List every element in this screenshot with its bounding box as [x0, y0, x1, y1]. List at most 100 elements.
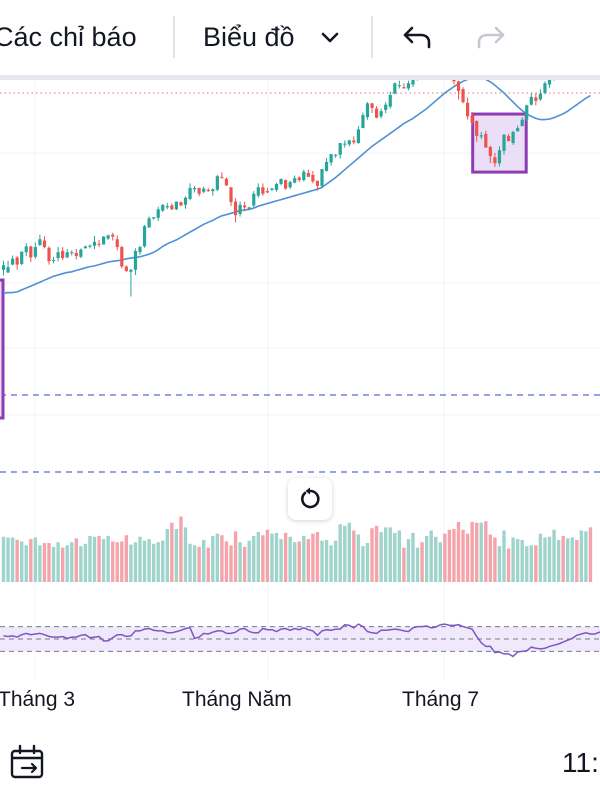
- x-axis: Tháng 3 Tháng Năm Tháng 7: [0, 688, 479, 711]
- volume-bar: [151, 543, 156, 582]
- candle: [397, 80, 401, 89]
- redo-icon[interactable]: [474, 20, 508, 54]
- volume-bar: [520, 539, 524, 582]
- volume-bar: [402, 547, 406, 582]
- volume-bar: [302, 535, 306, 582]
- volume-bar: [566, 538, 570, 582]
- volume-bar: [224, 541, 229, 582]
- candle: [220, 172, 224, 179]
- volume-bar: [434, 536, 438, 582]
- candle-body: [547, 80, 552, 85]
- candle-body: [129, 269, 133, 272]
- candle: [206, 187, 210, 192]
- candle: [274, 182, 279, 192]
- candle: [11, 255, 15, 266]
- candle: [115, 235, 119, 251]
- candle: [111, 232, 115, 241]
- candle-body: [170, 205, 174, 210]
- volume-bar: [129, 544, 133, 582]
- volume-bar: [202, 539, 206, 582]
- volume-bar: [215, 533, 220, 582]
- candle: [475, 120, 479, 142]
- candle-body: [384, 104, 388, 110]
- volume-bar: [211, 535, 215, 582]
- volume-bar: [197, 546, 201, 582]
- candle: [106, 234, 110, 240]
- candle-body: [42, 240, 47, 248]
- reset-chart-button[interactable]: [288, 478, 332, 520]
- candle-body: [211, 189, 215, 192]
- candle-body: [356, 129, 360, 144]
- candle: [42, 236, 47, 249]
- candle-body: [1, 265, 6, 270]
- candle-body: [56, 252, 60, 259]
- candle-body: [466, 102, 470, 117]
- candle-body: [29, 246, 33, 258]
- candle-body: [6, 267, 10, 273]
- candle-body: [97, 243, 101, 245]
- candle-body: [493, 157, 497, 164]
- candle: [365, 102, 370, 120]
- candle: [402, 83, 406, 89]
- candle: [288, 180, 292, 190]
- candle: [338, 143, 342, 159]
- candle: [284, 179, 288, 190]
- candle: [229, 187, 233, 207]
- volume-bar: [97, 535, 101, 582]
- volume-bar: [438, 542, 442, 582]
- chevron-down-icon[interactable]: [316, 23, 344, 51]
- candle-body: [406, 83, 411, 89]
- volume-bar: [179, 516, 183, 582]
- candle-body: [534, 97, 538, 101]
- candle-body: [452, 80, 456, 82]
- volume-bar: [320, 540, 324, 582]
- candle: [238, 201, 242, 217]
- price-chart[interactable]: Tháng 3 Tháng Năm Tháng 7: [0, 80, 600, 730]
- candle-body: [156, 209, 160, 218]
- candle-body: [265, 191, 269, 193]
- candle: [520, 117, 524, 127]
- candle: [70, 250, 74, 256]
- candle-body: [502, 134, 506, 151]
- candle: [142, 224, 147, 248]
- calendar-icon[interactable]: [8, 742, 48, 787]
- candle-body: [365, 103, 370, 118]
- candle: [370, 102, 374, 114]
- chart-type-button[interactable]: Biểu đồ: [203, 22, 295, 52]
- indicators-button[interactable]: Các chỉ báo: [0, 22, 137, 52]
- candle-body: [538, 93, 542, 100]
- volume-bar: [124, 535, 129, 582]
- undo-icon[interactable]: [400, 20, 434, 54]
- candle: [15, 256, 19, 270]
- volume-bar: [470, 521, 474, 582]
- volume-bar: [233, 531, 238, 582]
- candle: [315, 180, 320, 191]
- volume-bar: [20, 541, 24, 582]
- candle-body: [179, 202, 183, 206]
- volume-bar: [329, 545, 333, 582]
- candle-body: [247, 207, 251, 210]
- candle-body: [516, 128, 520, 132]
- candle-body: [306, 172, 310, 177]
- candle: [311, 171, 315, 184]
- candle: [202, 186, 206, 194]
- candle: [534, 93, 538, 106]
- volume-bar: [388, 527, 392, 582]
- candle: [197, 187, 201, 197]
- volume-bar: [170, 522, 174, 582]
- volume-bar: [561, 535, 565, 582]
- volume-bar: [556, 539, 561, 582]
- candle-body: [338, 143, 342, 155]
- candle: [47, 246, 51, 265]
- candle: [484, 130, 488, 148]
- candle: [297, 176, 301, 183]
- candle-body: [274, 184, 279, 190]
- candle: [138, 245, 142, 255]
- volume-bar: [515, 539, 520, 582]
- candle: [456, 80, 461, 100]
- candle-body: [229, 187, 233, 203]
- candle: [215, 174, 219, 192]
- candle: [6, 260, 10, 274]
- candle: [411, 80, 415, 88]
- volume-bar: [133, 542, 138, 582]
